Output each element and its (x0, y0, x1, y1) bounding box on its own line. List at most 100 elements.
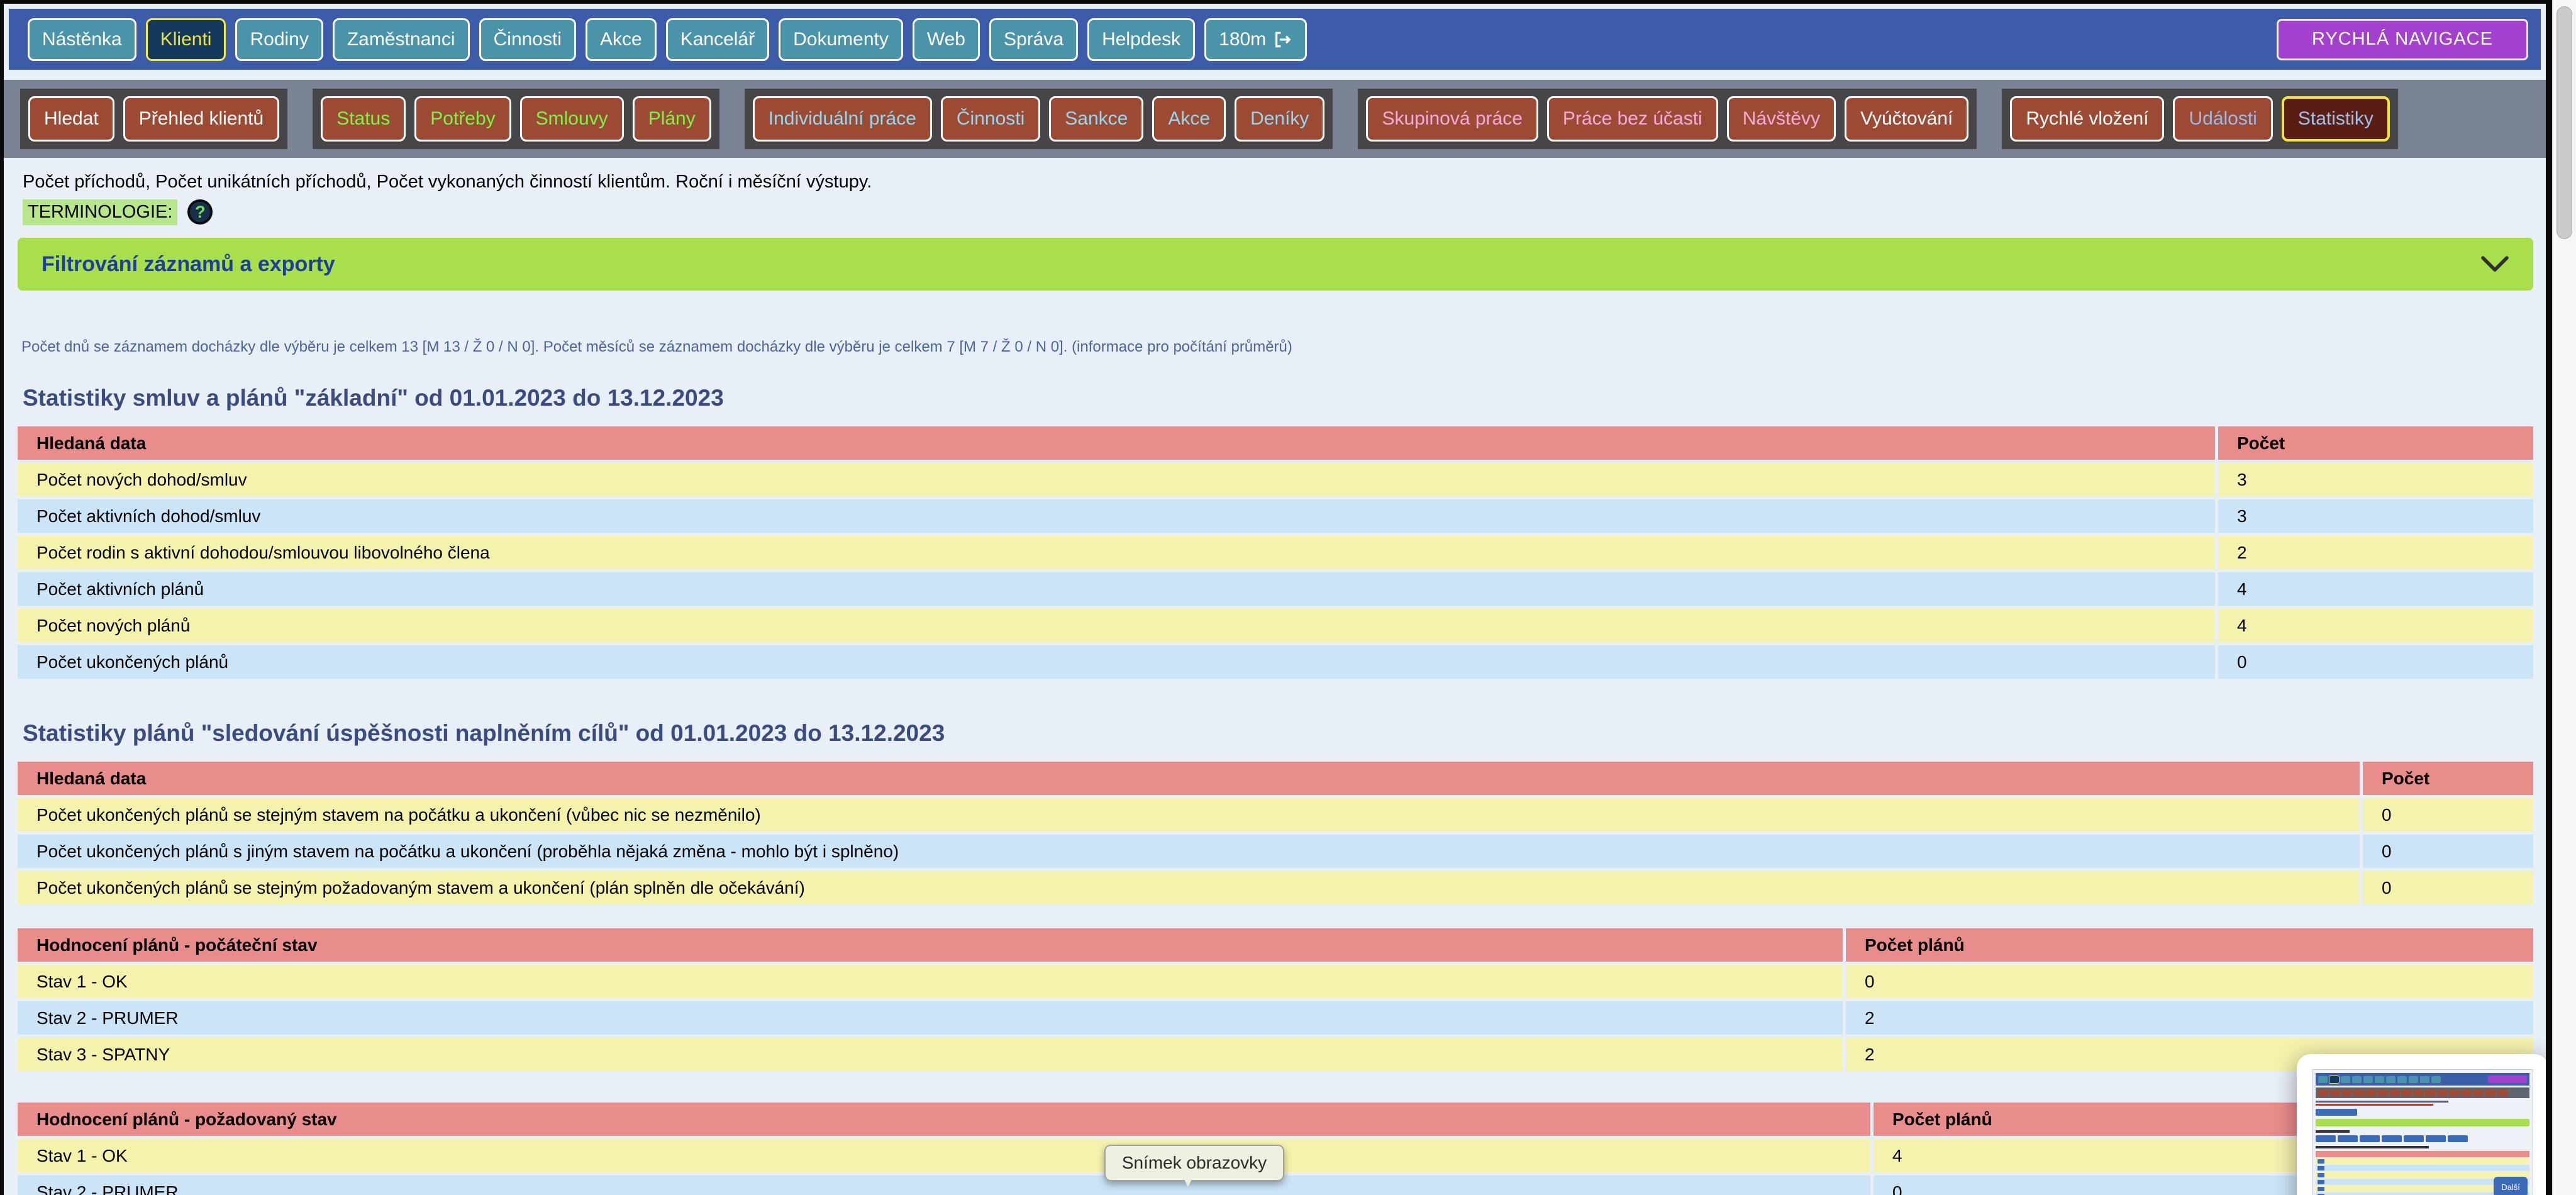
filter-collapsible-header[interactable]: Filtrování záznamů a exporty (18, 238, 2533, 291)
section-heading-basic: Statistiky smluv a plánů "základní" od 0… (23, 385, 724, 411)
row-value: 2 (1846, 1001, 2533, 1035)
preview-nav-buttons (2316, 1135, 2529, 1142)
page-description: Počet příchodů, Počet unikátních příchod… (23, 172, 872, 192)
column-header-count: Počet plánů (1846, 928, 2533, 962)
column-header-label: Hledaná data (18, 426, 2215, 460)
table-initial-state: Hodnocení plánů - počáteční stav Počet p… (18, 928, 2533, 1071)
table-row: Počet ukončených plánů se stejným stavem… (18, 798, 2533, 831)
terminology-label: TERMINOLOGIE: (23, 199, 178, 225)
nav-item-dokumenty[interactable]: Dokumenty (779, 18, 903, 61)
toolbar-group-search: Hledat Přehled klientů (20, 89, 288, 149)
toolbar-item-vyuctovani[interactable]: Vyúčtování (1845, 96, 1969, 142)
table-basic-stats: Hledaná data Počet Počet nových dohod/sm… (18, 426, 2533, 679)
table-row: Počet ukončených plánů 0 (18, 645, 2533, 679)
quick-navigation-button[interactable]: RYCHLÁ NAVIGACE (2277, 18, 2528, 60)
screenshot-preview[interactable]: Další (2297, 1054, 2548, 1195)
row-value: 0 (2363, 798, 2533, 831)
toolbar-item-rychle-vlozeni[interactable]: Rychlé vložení (2010, 96, 2165, 142)
toolbar-item-potreby[interactable]: Potřeby (414, 96, 511, 142)
table-header-row: Hledaná data Počet (18, 762, 2533, 795)
row-value: 4 (2218, 609, 2533, 642)
page-content: Nástěnka Klienti Rodiny Zaměstnanci Činn… (4, 4, 2546, 1195)
nav-item-klienti[interactable]: Klienti (145, 18, 226, 61)
row-value: 0 (2363, 835, 2533, 868)
table-row: Počet aktivních plánů 4 (18, 572, 2533, 606)
table-row: Počet nových dohod/smluv 3 (18, 463, 2533, 496)
table-row: Počet aktivních dohod/smluv 3 (18, 499, 2533, 533)
preview-warning-line (2316, 1104, 2433, 1106)
session-timer-label: 180m (1219, 28, 1267, 50)
nav-item-helpdesk[interactable]: Helpdesk (1087, 18, 1196, 61)
toolbar-group-contracts: Status Potřeby Smlouvy Plány (313, 89, 719, 149)
toolbar-item-deniky[interactable]: Deníky (1235, 96, 1325, 142)
table-row: Stav 3 - SPATNY 2 (18, 1038, 2533, 1071)
chevron-down-icon[interactable] (2480, 255, 2509, 273)
preview-filter-bar (2316, 1119, 2529, 1126)
toolbar-item-hledat[interactable]: Hledat (28, 96, 114, 142)
filter-title: Filtrování záznamů a exporty (42, 252, 335, 276)
preview-mini-navbar (2316, 1073, 2529, 1086)
preview-table-header (2316, 1151, 2529, 1157)
preview-heading-line (2316, 1146, 2429, 1148)
preview-mini-toolbar (2316, 1087, 2529, 1098)
nav-item-sprava[interactable]: Správa (989, 18, 1079, 61)
section-heading-goal-tracking: Statistiky plánů "sledování úspěšnosti n… (23, 720, 945, 746)
vertical-scrollbar[interactable] (2552, 0, 2576, 1195)
toolbar-item-plany[interactable]: Plány (632, 96, 711, 142)
nav-item-web[interactable]: Web (912, 18, 980, 61)
nav-item-zamestnanci[interactable]: Zaměstnanci (332, 18, 470, 61)
toolbar-item-status[interactable]: Status (321, 96, 406, 142)
column-header-count: Počet (2363, 762, 2533, 795)
nav-item-nastenka[interactable]: Nástěnka (28, 18, 136, 61)
preview-export-button (2316, 1109, 2357, 1116)
logout-icon (1272, 30, 1292, 50)
row-label: Počet aktivních dohod/smluv (18, 499, 2215, 533)
table-header-row: Hodnocení plánů - počáteční stav Počet p… (18, 928, 2533, 962)
table-row: Počet ukončených plánů se stejným požado… (18, 871, 2533, 904)
preview-table-row (2316, 1186, 2529, 1192)
toolbar-item-statistiky[interactable]: Statistiky (2281, 96, 2390, 142)
preview-table-row (2316, 1165, 2529, 1171)
scrollbar-thumb[interactable] (2557, 6, 2572, 239)
toolbar-item-udalosti[interactable]: Události (2173, 96, 2273, 142)
row-label: Stav 1 - OK (18, 965, 1843, 998)
toolbar-item-navstevy[interactable]: Návštěvy (1726, 96, 1836, 142)
nav-item-rodiny[interactable]: Rodiny (235, 18, 323, 61)
client-toolbar: Hledat Přehled klientů Status Potřeby Sm… (4, 80, 2546, 158)
help-icon[interactable]: ? (187, 199, 213, 225)
column-header-label: Hodnocení plánů - počáteční stav (18, 928, 1843, 962)
row-value: 0 (2363, 871, 2533, 904)
session-timer-logout-button[interactable]: 180m (1204, 18, 1307, 61)
nav-item-kancelar[interactable]: Kancelář (665, 18, 770, 61)
window-border-left (0, 0, 4, 1195)
nav-item-cinnosti[interactable]: Činnosti (479, 18, 576, 61)
toolbar-item-cinnosti[interactable]: Činnosti (940, 96, 1041, 142)
terminology-line: TERMINOLOGIE: ? (23, 199, 2546, 225)
toolbar-item-akce[interactable]: Akce (1152, 96, 1226, 142)
row-label: Počet rodin s aktivní dohodou/smlouvou l… (18, 536, 2215, 569)
toolbar-item-individualni-prace[interactable]: Individuální práce (752, 96, 932, 142)
toolbar-item-prehled-klientu[interactable]: Přehled klientů (123, 96, 280, 142)
window-border-right (2546, 0, 2552, 1195)
row-label: Stav 2 - PRUMER (18, 1176, 1870, 1195)
row-label: Počet aktivních plánů (18, 572, 2215, 606)
toolbar-item-prace-bez-ucasti[interactable]: Práce bez účasti (1546, 96, 1718, 142)
toolbar-item-skupinova-prace[interactable]: Skupinová práce (1366, 96, 1538, 142)
row-value: 0 (1846, 965, 2533, 998)
top-navbar: Nástěnka Klienti Rodiny Zaměstnanci Činn… (9, 9, 2541, 70)
toolbar-group-group-work: Skupinová práce Práce bez účasti Návštěv… (1358, 89, 1977, 149)
row-value: 3 (2218, 463, 2533, 496)
row-label: Počet ukončených plánů se stejným stavem… (18, 798, 2360, 831)
cursor-tooltip: Snímek obrazovky (1104, 1145, 1284, 1187)
table-row: Stav 2 - PRUMER 0 (18, 1176, 2533, 1195)
preview-text-line (2316, 1101, 2448, 1103)
table-header-row: Hledaná data Počet (18, 426, 2533, 460)
toolbar-item-sankce[interactable]: Sankce (1049, 96, 1144, 142)
nav-item-akce[interactable]: Akce (586, 18, 657, 61)
row-value: 0 (2218, 645, 2533, 679)
toolbar-item-smlouvy[interactable]: Smlouvy (519, 96, 624, 142)
toolbar-group-misc: Rychlé vložení Události Statistiky (2002, 89, 2398, 149)
table-header-row: Hodnocení plánů - požadovaný stav Počet … (18, 1103, 2533, 1136)
table-row: Stav 1 - OK 0 (18, 965, 2533, 998)
preview-table-row (2316, 1179, 2529, 1185)
